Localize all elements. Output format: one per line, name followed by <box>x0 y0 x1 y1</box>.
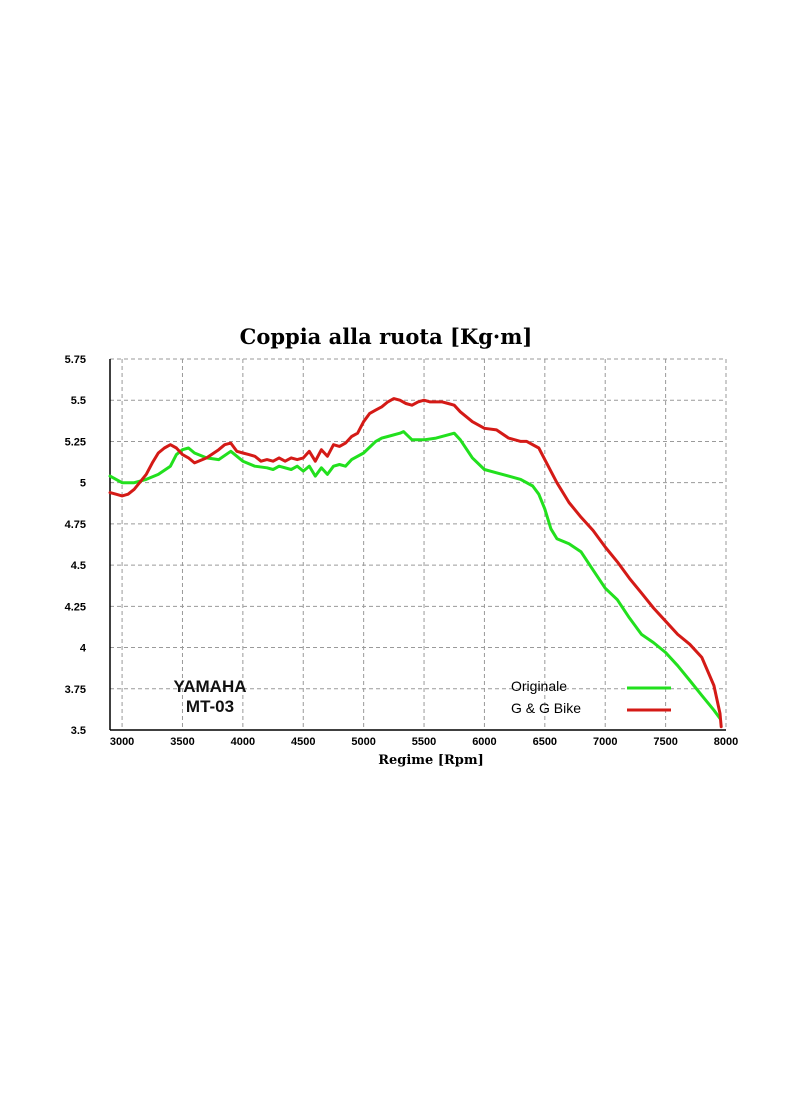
y-tick-label: 3.75 <box>65 684 86 696</box>
x-tick-label: 5000 <box>351 736 375 748</box>
x-tick-label: 3500 <box>170 736 194 748</box>
y-tick-label: 4 <box>80 643 87 655</box>
x-tick-label: 6500 <box>533 736 557 748</box>
tick-labels: 3.5 3.75 4 4.25 4.5 4.75 5 5.25 5.5 5.75 3000 3500 4… <box>65 354 739 748</box>
y-tick-label: 5.75 <box>65 354 86 366</box>
y-tick-label: 5.5 <box>71 395 86 407</box>
grid <box>110 358 727 730</box>
legend-label: G & G Bike <box>511 700 581 716</box>
x-tick-label: 3000 <box>110 736 134 748</box>
x-tick-label: 7000 <box>593 736 617 748</box>
y-tick-label: 4.5 <box>71 560 86 572</box>
chart-title: Coppia alla ruota [Kg·m] <box>240 324 533 349</box>
y-tick-label: 3.5 <box>71 725 86 737</box>
y-tick-label: 5.25 <box>65 436 86 448</box>
x-tick-label: 4000 <box>231 736 255 748</box>
y-tick-label: 5 <box>80 478 86 490</box>
legend: Originale G & G Bike <box>511 678 671 716</box>
legend-label: Originale <box>511 678 567 694</box>
x-tick-label: 4500 <box>291 736 315 748</box>
axes <box>109 359 726 731</box>
series-line-gg-bike <box>108 397 723 729</box>
x-tick-label: 6000 <box>472 736 496 748</box>
x-tick-label: 8000 <box>714 736 738 748</box>
y-tick-label: 4.75 <box>65 519 86 531</box>
brand-label: YAMAHA <box>173 677 246 696</box>
x-axis-label: Regime [Rpm] <box>378 753 484 768</box>
y-tick-label: 4.25 <box>65 601 86 613</box>
x-tick-label: 7500 <box>653 736 677 748</box>
series-line-originale <box>108 430 722 720</box>
series-lines <box>108 397 723 729</box>
x-tick-label: 5500 <box>412 736 436 748</box>
model-label: MT-03 <box>186 697 234 716</box>
